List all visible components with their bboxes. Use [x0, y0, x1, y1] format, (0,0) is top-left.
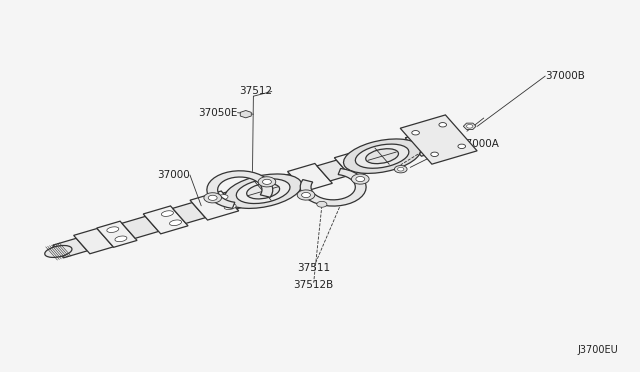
- Polygon shape: [223, 187, 257, 209]
- Text: 37000A: 37000A: [460, 139, 499, 149]
- Polygon shape: [317, 160, 349, 181]
- Polygon shape: [204, 193, 221, 203]
- Ellipse shape: [344, 139, 420, 173]
- Text: 37050E: 37050E: [198, 108, 237, 118]
- Polygon shape: [122, 217, 159, 238]
- Circle shape: [458, 144, 465, 148]
- Ellipse shape: [355, 144, 409, 168]
- Text: J3700EU: J3700EU: [577, 344, 618, 355]
- Text: 37511: 37511: [297, 263, 330, 273]
- Circle shape: [208, 195, 217, 201]
- Text: 37000B: 37000B: [545, 71, 585, 81]
- Ellipse shape: [115, 236, 127, 242]
- Text: 37512: 37512: [239, 86, 273, 96]
- Polygon shape: [190, 191, 239, 220]
- Ellipse shape: [246, 183, 280, 199]
- Polygon shape: [97, 221, 137, 247]
- Polygon shape: [207, 171, 273, 208]
- Circle shape: [394, 166, 407, 173]
- Ellipse shape: [45, 246, 72, 257]
- Polygon shape: [297, 190, 315, 200]
- Polygon shape: [258, 177, 276, 187]
- Ellipse shape: [224, 204, 236, 209]
- Polygon shape: [173, 203, 205, 224]
- Circle shape: [439, 122, 447, 127]
- Ellipse shape: [107, 227, 119, 232]
- Circle shape: [317, 201, 327, 207]
- Circle shape: [431, 152, 438, 157]
- Polygon shape: [334, 150, 379, 177]
- Polygon shape: [74, 228, 113, 254]
- Polygon shape: [53, 238, 87, 258]
- Circle shape: [301, 192, 310, 198]
- Text: 37000: 37000: [157, 170, 190, 180]
- Circle shape: [397, 167, 404, 171]
- Polygon shape: [143, 206, 188, 234]
- Circle shape: [467, 125, 473, 128]
- Ellipse shape: [170, 220, 182, 225]
- Polygon shape: [463, 123, 476, 129]
- Text: 37512B: 37512B: [294, 280, 334, 290]
- Circle shape: [412, 131, 419, 135]
- Polygon shape: [400, 115, 477, 164]
- Ellipse shape: [161, 211, 173, 217]
- Polygon shape: [300, 169, 366, 206]
- Ellipse shape: [236, 179, 290, 203]
- Circle shape: [356, 176, 365, 182]
- Polygon shape: [387, 140, 420, 160]
- Polygon shape: [405, 130, 447, 156]
- Polygon shape: [287, 163, 332, 191]
- Polygon shape: [351, 174, 369, 184]
- Ellipse shape: [365, 149, 399, 164]
- Polygon shape: [240, 110, 252, 118]
- Ellipse shape: [225, 174, 301, 208]
- Ellipse shape: [216, 195, 228, 201]
- Circle shape: [262, 179, 271, 185]
- Polygon shape: [270, 174, 303, 195]
